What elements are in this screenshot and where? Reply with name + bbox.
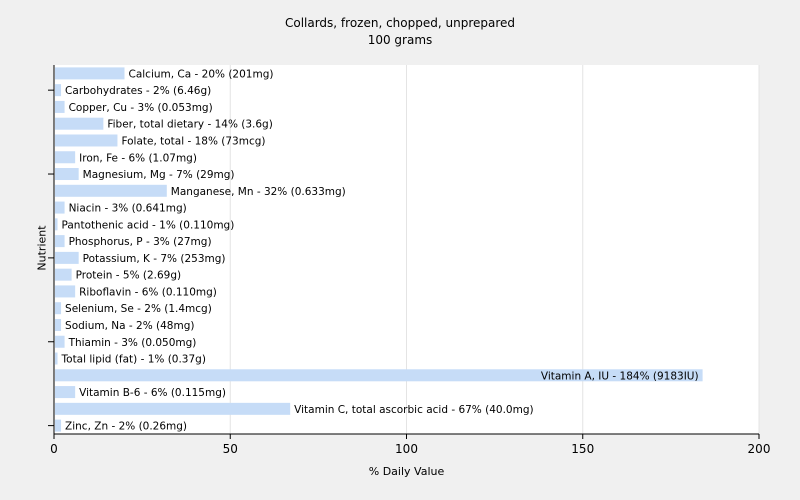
bar: [55, 201, 65, 214]
x-tick-label: 50: [223, 442, 238, 456]
bar: [55, 218, 58, 231]
bar: [55, 235, 65, 248]
axes: 0 50 100 150 200: [48, 65, 770, 456]
bar-label: Thiamin - 3% (0.050mg): [68, 337, 197, 349]
bar: [55, 402, 291, 415]
bar-label: Fiber, total dietary - 14% (3.6g): [107, 119, 272, 131]
bar: [55, 251, 79, 264]
bar-label: Sodium, Na - 2% (48mg): [65, 320, 194, 332]
bar-label: Manganese, Mn - 32% (0.633mg): [171, 186, 346, 198]
bar-label: Vitamin C, total ascorbic acid - 67% (40…: [294, 404, 533, 416]
bar-label: Vitamin B-6 - 6% (0.115mg): [79, 387, 226, 399]
bar: [55, 352, 58, 365]
bar: [55, 84, 62, 97]
bar-label: Iron, Fe - 6% (1.07mg): [79, 152, 197, 164]
bar-label: Zinc, Zn - 2% (0.26mg): [65, 421, 187, 433]
bar: [55, 285, 76, 298]
bar: [55, 168, 79, 181]
bar: [55, 184, 167, 197]
bar: [55, 100, 65, 113]
bar: [55, 117, 104, 130]
bar: [55, 369, 703, 382]
y-axis-label: Nutrient: [35, 225, 49, 271]
bar: [55, 318, 62, 331]
bar-label: Magnesium, Mg - 7% (29mg): [83, 169, 235, 181]
bar-label: Folate, total - 18% (73mcg): [121, 135, 265, 147]
x-tick-label: 100: [395, 442, 418, 456]
x-axis-label: % Daily Value: [368, 465, 445, 478]
bar-label: Vitamin A, IU - 184% (9183IU): [541, 370, 699, 382]
bar: [55, 134, 118, 147]
bar: [55, 335, 65, 348]
bar-label: Phosphorus, P - 3% (27mg): [69, 236, 212, 248]
x-tick-label: 0: [50, 442, 58, 456]
bar: [55, 419, 62, 432]
bar: [55, 151, 76, 164]
bars: [55, 67, 703, 432]
bar-label: Total lipid (fat) - 1% (0.37g): [61, 354, 206, 366]
bar-label: Calcium, Ca - 20% (201mg): [129, 68, 274, 80]
bar-label: Niacin - 3% (0.641mg): [69, 203, 187, 215]
bar-label: Pantothenic acid - 1% (0.110mg): [62, 219, 235, 231]
bar-labels: Calcium, Ca - 20% (201mg) Carbohydrates -…: [61, 68, 699, 432]
bar-label: Protein - 5% (2.69g): [76, 270, 182, 282]
chart-title: Collards, frozen, chopped, unprepared: [284, 16, 516, 30]
bar-label: Copper, Cu - 3% (0.053mg): [69, 102, 213, 114]
bar-label: Selenium, Se - 2% (1.4mcg): [65, 303, 212, 315]
bar-label: Riboflavin - 6% (0.110mg): [79, 286, 217, 298]
chart-subtitle: 100 grams: [367, 33, 433, 47]
bar-label: Carbohydrates - 2% (6.46g): [65, 85, 211, 97]
bar: [55, 67, 125, 80]
bar: [55, 268, 72, 281]
bar-label: Potassium, K - 7% (253mg): [83, 253, 226, 265]
bar: [55, 302, 62, 315]
x-tick-label: 150: [571, 442, 594, 456]
x-tick-label: 200: [748, 442, 771, 456]
bar: [55, 386, 76, 399]
